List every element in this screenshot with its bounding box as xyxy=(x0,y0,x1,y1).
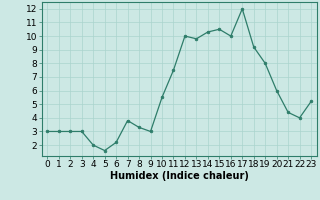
X-axis label: Humidex (Indice chaleur): Humidex (Indice chaleur) xyxy=(110,171,249,181)
